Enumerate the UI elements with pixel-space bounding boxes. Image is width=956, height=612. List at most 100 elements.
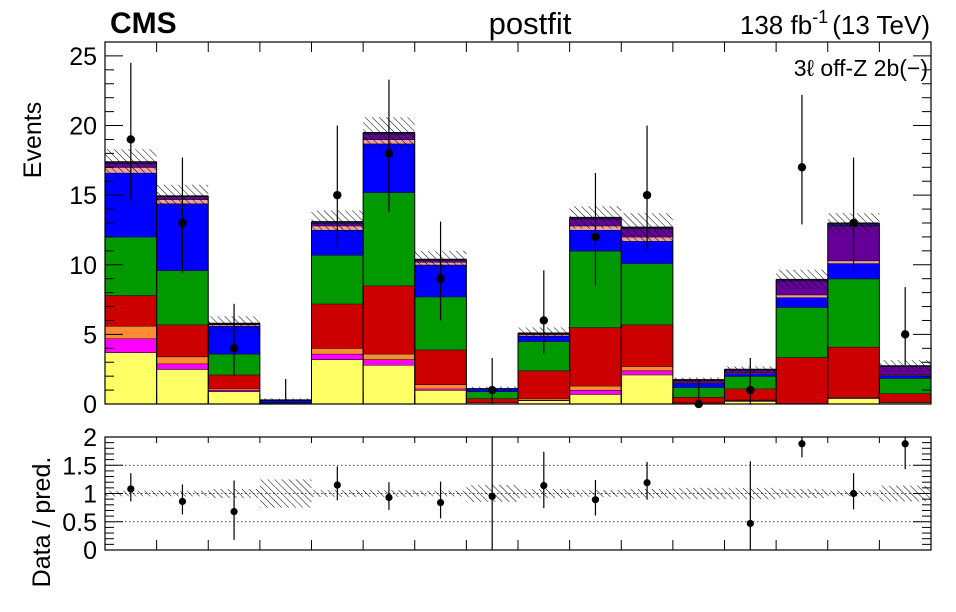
bar-magenta-bin-3 [208, 390, 260, 392]
bar-yellow-bin-2 [156, 369, 209, 404]
data-point-10 [591, 232, 600, 242]
fit-label: postfit [489, 6, 572, 41]
main-ytick-label: 0 [83, 391, 97, 419]
bar-green-bin-11 [621, 263, 673, 325]
bar-yellow-bin-7 [414, 390, 467, 404]
bar-green-bin-16 [879, 378, 931, 394]
data-point-7 [436, 274, 445, 283]
bar-magenta-bin-5 [311, 353, 364, 360]
bar-yellow-bin-1 [105, 352, 157, 404]
bar-orange-bin-1 [105, 326, 157, 339]
ratio-point-9 [540, 481, 548, 490]
main-x-ticks [104, 42, 932, 404]
bar-orange-bin-9 [518, 398, 570, 400]
bar-red-bin-9 [518, 370, 570, 399]
ratio-point-5 [333, 481, 341, 489]
bar-red-bin-2 [156, 324, 209, 357]
main-ytick-label: 15 [69, 182, 97, 210]
bin-outline-3 [207, 323, 261, 404]
ratio-point-8 [488, 492, 496, 500]
main-ytick-label: 25 [69, 43, 97, 71]
region-label: 3ℓ off-Z 2b(−) [794, 55, 928, 81]
data-point-6 [384, 149, 394, 158]
ratio-ytick-label: 2 [83, 424, 97, 452]
ratio-point-7 [436, 498, 445, 507]
main-ytick-label: 5 [83, 321, 97, 349]
bar-red-bin-5 [311, 303, 364, 349]
bar-magenta-bin-6 [363, 359, 415, 366]
bar-red-bin-11 [621, 324, 673, 367]
data-point-15 [849, 218, 858, 228]
ratio-ytick-label: 0 [83, 537, 97, 565]
data-point-14 [797, 163, 807, 172]
bar-red-bin-16 [879, 393, 931, 402]
bar-orange-bin-11 [621, 366, 673, 371]
bar-magenta-bin-2 [156, 363, 209, 370]
bar-yellow-bin-5 [311, 359, 364, 404]
main-ytick-label: 10 [69, 252, 97, 280]
ratio-point-2 [178, 497, 187, 506]
ratio-point-1 [127, 485, 135, 493]
ratio-band-bin-4 [259, 479, 312, 508]
bar-yellow-bin-15 [827, 398, 880, 404]
ratio-band-bin-12 [672, 487, 725, 500]
ratio-points [127, 437, 909, 550]
bar-green-bin-1 [105, 236, 157, 296]
bin-outline-11 [620, 227, 674, 404]
ratio-point-10 [591, 496, 600, 504]
lumi-label: 138 fb-1 (13 TeV) [740, 7, 930, 40]
ratio-x-ticks [104, 437, 932, 550]
bar-red-bin-6 [363, 285, 415, 354]
bar-orange-bin-6 [363, 353, 415, 360]
bar-yellow-bin-16 [879, 402, 931, 404]
bar-yellow-bin-9 [518, 400, 570, 404]
ratio-point-11 [643, 479, 651, 487]
bar-magenta-bin-7 [414, 388, 467, 391]
bar-red-bin-10 [569, 327, 622, 386]
bar-red-bin-15 [827, 346, 880, 398]
bar-orange-bin-2 [156, 356, 209, 364]
bar-orange-bin-10 [569, 385, 622, 391]
data-point-9 [539, 316, 549, 325]
bar-orange-bin-3 [208, 388, 260, 391]
bar-blue-bin-14 [776, 297, 828, 308]
main-panel: 0 5 10 15 20 25 3ℓ off-Z 2b(−) Events [19, 41, 932, 419]
stacked-backgrounds [104, 132, 932, 404]
data-point-16 [900, 330, 910, 339]
bar-green-bin-5 [311, 255, 364, 304]
bar-red-bin-3 [208, 374, 260, 389]
ratio-point-3 [230, 507, 238, 516]
bar-yellow-bin-11 [621, 374, 673, 404]
data-points [126, 62, 910, 409]
bar-red-bin-7 [414, 349, 467, 385]
bar-yellow-bin-3 [208, 391, 260, 404]
ratio-panel: 00.511.52 Data / pred. [28, 424, 932, 588]
ratio-band-bin-16 [879, 485, 931, 502]
ratio-point-15 [849, 489, 858, 498]
bar-green-bin-14 [776, 307, 828, 358]
bar-magenta-bin-1 [105, 338, 157, 353]
ratio-ytick-label: 0.5 [62, 509, 97, 537]
unc-bin-14 [776, 269, 828, 290]
bar-red-bin-1 [105, 295, 157, 327]
bar-yellow-bin-10 [569, 394, 622, 404]
bar-blue-bin-16 [879, 375, 931, 379]
data-point-13 [746, 385, 755, 395]
data-point-8 [487, 385, 497, 395]
bin-outline-7 [414, 259, 467, 404]
data-point-3 [229, 344, 239, 353]
main-y-axis: 0 5 10 15 20 25 [69, 41, 931, 419]
ratio-y-title: Data / pred. [28, 457, 56, 588]
main-ytick-label: 20 [69, 113, 97, 141]
unc-bin-16 [879, 360, 931, 372]
ratio-y-axis: 00.511.52 [62, 424, 931, 565]
data-point-2 [178, 218, 187, 228]
ratio-point-6 [385, 493, 393, 502]
main-y-title: Events [19, 102, 47, 178]
bar-magenta-bin-11 [621, 370, 673, 375]
ratio-ytick-label: 1 [83, 481, 97, 509]
bar-magenta-bin-10 [569, 390, 622, 395]
bar-green-bin-15 [827, 278, 880, 347]
ratio-point-13 [746, 519, 754, 528]
